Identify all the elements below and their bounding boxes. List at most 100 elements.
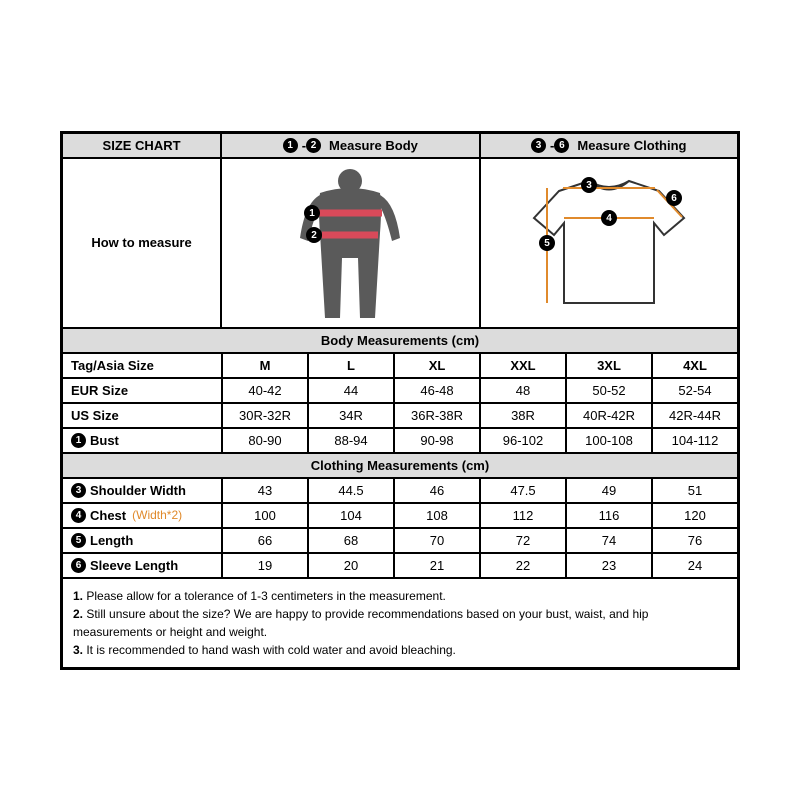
row-label-text: Sleeve Length [90,558,178,573]
row-label-text: Length [90,533,133,548]
section-body-label: Body Measurements (cm) [62,328,738,353]
table-cell: 51 [652,478,738,503]
table-cell: 38R [480,403,566,428]
note-line: 2. Still unsure about the size? We are h… [73,605,727,641]
row-label-text: Tag/Asia Size [71,358,154,373]
table-row: 6Sleeve Length192021222324 [62,553,738,578]
table-cell: 46 [394,478,480,503]
row-label: 4 Chest (Width*2) [62,503,222,528]
table-cell: 70 [394,528,480,553]
table-cell: M [222,353,308,378]
table-cell: 40R-42R [566,403,652,428]
table-cell: 80-90 [222,428,308,453]
shirt-diagram: 3 4 5 6 [480,158,738,328]
table-cell: 20 [308,553,394,578]
table-row: 4 Chest (Width*2) 100104108112116120 [62,503,738,528]
table-cell: 42R-44R [652,403,738,428]
diagram-row: How to measure 1 2 [62,158,738,328]
svg-text:5: 5 [544,238,550,249]
table-cell: 44.5 [308,478,394,503]
header-measure-clothing-label: Measure Clothing [577,138,686,153]
notes: 1. Please allow for a tolerance of 1-3 c… [62,578,738,668]
table-row: EUR Size 40-424446-484850-5252-54 [62,378,738,403]
badge-2-icon: 2 [306,138,321,153]
table-cell: 120 [652,503,738,528]
row-label-text: Bust [90,433,119,448]
svg-text:4: 4 [606,213,612,224]
row-label: 1 Bust [62,428,222,453]
table-cell: XXL [480,353,566,378]
table-cell: 104 [308,503,394,528]
table-cell: 116 [566,503,652,528]
table-cell: 50-52 [566,378,652,403]
row-label-text: EUR Size [71,383,128,398]
row-label-text: US Size [71,408,119,423]
table-cell: 72 [480,528,566,553]
table-cell: 66 [222,528,308,553]
table-row: 1Bust80-9088-9490-9896-102100-108104-112 [62,428,738,453]
tshirt-icon: 3 4 5 6 [499,163,719,323]
size-chart: SIZE CHART 1-2 Measure Body 3-6 Measure … [60,131,740,670]
row-badge-icon: 5 [71,533,86,548]
header-size-chart: SIZE CHART [62,133,221,158]
table-cell: 40-42 [222,378,308,403]
table-cell: 47.5 [480,478,566,503]
row-label-text: Shoulder Width [90,483,186,498]
note-number: 2. [73,607,86,621]
badge-3-icon: 3 [531,138,546,153]
table-cell: 19 [222,553,308,578]
table-cell: 49 [566,478,652,503]
table-cell: 4XL [652,353,738,378]
table-row: 5Length666870727476 [62,528,738,553]
note-line: 3. It is recommended to hand wash with c… [73,641,727,659]
how-to-measure-label: How to measure [62,158,221,328]
row-label: EUR Size [62,378,222,403]
svg-text:3: 3 [586,180,592,191]
row-label: 5 Length [62,528,222,553]
table-cell: 112 [480,503,566,528]
header-measure-clothing: 3-6 Measure Clothing [480,133,738,158]
row-badge-icon: 1 [71,433,86,448]
table-cell: 24 [652,553,738,578]
svg-text:1: 1 [310,208,316,219]
body-diagram: 1 2 [221,158,479,328]
clothing-rows: 3Shoulder Width4344.54647.549514Chest(Wi… [62,478,738,578]
table-cell: 34R [308,403,394,428]
table-cell: L [308,353,394,378]
table-cell: 22 [480,553,566,578]
header-measure-body-label: Measure Body [329,138,418,153]
table-cell: 21 [394,553,480,578]
table-cell: 108 [394,503,480,528]
note-number: 3. [73,643,86,657]
table-row: 3Shoulder Width4344.54647.54951 [62,478,738,503]
table-cell: 3XL [566,353,652,378]
row-label-text: Chest [90,508,126,523]
table-cell: XL [394,353,480,378]
section-body-header: Body Measurements (cm) [62,328,738,353]
note-line: 1. Please allow for a tolerance of 1-3 c… [73,587,727,605]
table-row: Tag/Asia Size MLXLXXL3XL4XL [62,353,738,378]
note-text: Still unsure about the size? We are happ… [73,607,648,639]
table-cell: 68 [308,528,394,553]
table-cell: 100 [222,503,308,528]
row-label: Tag/Asia Size [62,353,222,378]
table-cell: 44 [308,378,394,403]
svg-text:6: 6 [671,193,677,204]
table-cell: 30R-32R [222,403,308,428]
row-badge-icon: 6 [71,558,86,573]
section-clothing-label: Clothing Measurements (cm) [62,453,738,478]
table-cell: 52-54 [652,378,738,403]
table-cell: 90-98 [394,428,480,453]
header-row: SIZE CHART 1-2 Measure Body 3-6 Measure … [62,133,738,158]
table-row: US Size30R-32R34R36R-38R38R40R-42R42R-44… [62,403,738,428]
row-badge-icon: 4 [71,508,86,523]
row-badge-icon: 3 [71,483,86,498]
table-cell: 104-112 [652,428,738,453]
body-rows: Tag/Asia SizeMLXLXXL3XL4XLEUR Size40-424… [62,353,738,453]
row-note: (Width*2) [132,508,182,522]
table-cell: 48 [480,378,566,403]
table-cell: 46-48 [394,378,480,403]
table-cell: 88-94 [308,428,394,453]
table-cell: 100-108 [566,428,652,453]
note-text: It is recommended to hand wash with cold… [86,643,456,657]
